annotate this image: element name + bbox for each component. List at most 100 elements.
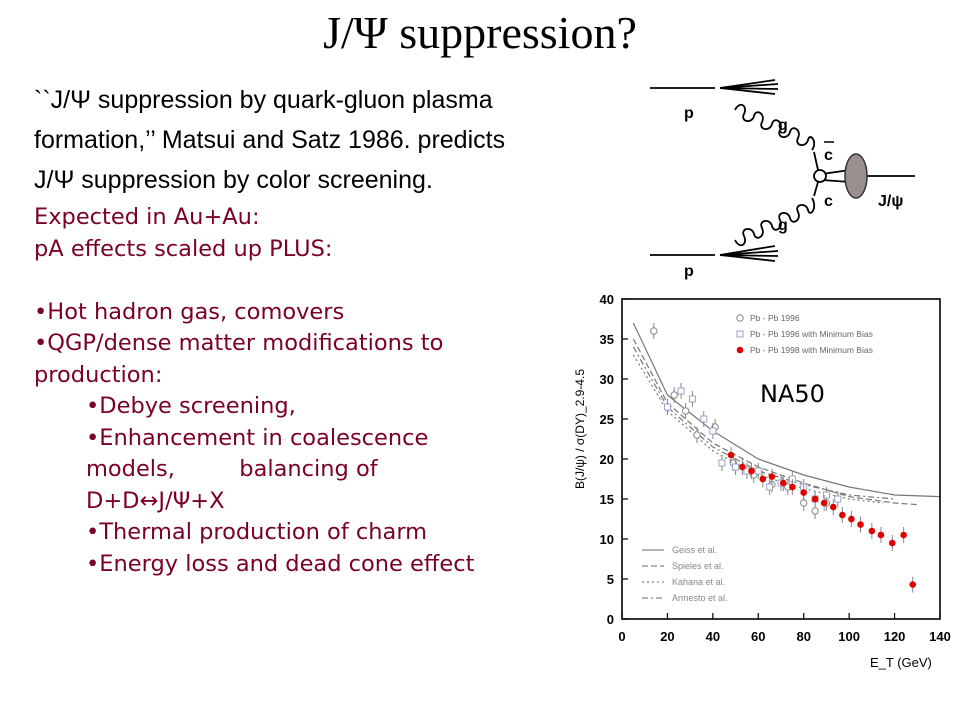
x-tick-label: 120	[884, 629, 906, 644]
data-point	[700, 415, 708, 423]
y-tick-label: 40	[600, 292, 614, 307]
data-point	[748, 467, 755, 475]
data-point	[829, 503, 837, 511]
y-tick-label: 25	[600, 412, 614, 427]
data-points	[650, 323, 917, 593]
model-curve	[632, 322, 941, 498]
subbullet-coalescence: Enhancement in coalescence	[34, 423, 594, 455]
label-cbar: c	[824, 147, 833, 164]
data-point	[768, 473, 776, 480]
y-tick-label: 5	[607, 572, 614, 587]
intro-line-2: formation,’’ Matsui and Satz 1986. predi…	[34, 126, 506, 154]
data-point	[868, 527, 876, 535]
data-point	[877, 531, 885, 539]
label-jpsi: J/ψ	[878, 193, 903, 210]
data-point	[834, 495, 842, 503]
data-point	[848, 515, 855, 523]
label-g-bottom: g	[778, 217, 788, 234]
data-point	[739, 463, 746, 471]
gluon-top	[734, 103, 816, 151]
data-point	[677, 387, 685, 395]
vertex-circle	[813, 169, 827, 183]
y-axis-label: B(J/ψ) / σ(DY)_2.9-4.5	[573, 369, 587, 489]
data-point	[779, 479, 787, 487]
model-legend-label: Geiss et al.	[672, 545, 717, 555]
x-tick-label: 0	[618, 629, 625, 644]
x-tick-label: 80	[796, 629, 810, 644]
gluon-fusion-diagram: p g c c g p J/ψ	[650, 79, 915, 280]
jpsi-suppression-chart: 0 20 40 60 80 100 120 140 0 5 10 15 20 25 30 35 40 E_T (G…	[573, 292, 951, 670]
legend-label: Pb - Pb 1996 with Minimum Bias	[750, 329, 873, 339]
data-point	[754, 467, 762, 475]
x-axis-label: E_T (GeV)	[870, 655, 932, 670]
x-tick-label: 40	[706, 629, 720, 644]
y-tick-label: 0	[607, 612, 614, 627]
bullet-qgp-continuation: production:	[34, 361, 163, 388]
model-curve	[632, 354, 884, 504]
expected-list: Expected in Au+Au: pA effects scaled up …	[34, 202, 594, 580]
data-point	[811, 495, 819, 503]
y-tick-label: 10	[600, 532, 614, 547]
data-point	[839, 511, 846, 519]
subbullet-coalescence-line2: models, balancing of	[86, 456, 378, 482]
slide-title: J/Ψ suppression?	[323, 7, 637, 58]
data-point	[732, 463, 740, 471]
data-point	[811, 507, 819, 515]
expected-subheading: pA effects scaled up PLUS:	[34, 235, 333, 262]
y-tick-label: 15	[600, 492, 614, 507]
legend-label: Pb - Pb 1998 with Minimum Bias	[750, 345, 873, 355]
subbullet-coalescence-line3: D+D↔J/Ψ+X	[86, 487, 225, 514]
data-point	[766, 483, 774, 491]
y-tick-label: 20	[600, 452, 614, 467]
gluon-bottom	[734, 197, 816, 247]
label-p-bottom: p	[684, 263, 694, 280]
y-tick-label: 30	[600, 372, 614, 387]
data-point	[909, 581, 917, 588]
data-point	[693, 431, 701, 439]
intro-line-3: J/Ψ suppression by color screening.	[34, 166, 433, 194]
data-point	[822, 491, 830, 499]
data-point	[688, 395, 696, 403]
model-legend-label: Kahana et al.	[672, 577, 725, 587]
expected-heading: Expected in Au+Au:	[34, 204, 260, 230]
x-tick-label: 100	[838, 629, 860, 644]
y-tick-label: 35	[600, 332, 614, 347]
data-point	[820, 499, 828, 507]
data-point	[727, 451, 735, 459]
data-point	[709, 427, 717, 435]
bullet-qgp-modifications: QGP/dense matter modifications to	[34, 328, 594, 360]
model-legend-label: Spieles et al.	[672, 561, 724, 571]
legend-marker	[736, 346, 744, 354]
data-point	[670, 391, 678, 399]
model-legend: Geiss et al. Spieles et al. Kahana et al. A…	[642, 545, 728, 603]
data-point	[800, 489, 808, 496]
intro-text: ``J/Ψ suppression by quark-gluon plasma …	[34, 80, 644, 200]
intro-line-1: ``J/Ψ suppression by quark-gluon plasma	[34, 86, 493, 114]
data-point	[889, 539, 896, 547]
label-c: c	[824, 193, 833, 210]
label-p-top: p	[684, 105, 694, 122]
bullet-hot-hadron-gas: Hot hadron gas, comovers	[34, 297, 594, 329]
data-point	[650, 327, 658, 335]
label-g-top: g	[778, 117, 788, 134]
chart-legend: Pb - Pb 1996 Pb - Pb 1996 with Minimum Bi…	[736, 313, 873, 355]
data-point	[900, 531, 907, 539]
chart-axes: 0 20 40 60 80 100 120 140 0 5 10 15 20 25 30 35 40 E_T (G…	[573, 292, 951, 670]
legend-marker	[736, 314, 744, 322]
subbullet-debye: Debye screening,	[34, 391, 594, 423]
subbullet-energy-loss: Energy loss and dead cone effect	[34, 549, 594, 581]
data-point	[681, 407, 690, 415]
data-point	[857, 521, 864, 528]
data-point	[789, 483, 796, 491]
jpsi-blob	[844, 153, 868, 199]
data-point	[800, 499, 808, 507]
legend-label: Pb - Pb 1996	[750, 313, 800, 323]
model-legend-label: Armesto et al.	[672, 593, 728, 603]
x-tick-label: 20	[660, 629, 674, 644]
x-tick-label: 140	[929, 629, 951, 644]
x-tick-label: 60	[751, 629, 765, 644]
data-point	[663, 403, 671, 411]
na50-label: NA50	[760, 380, 825, 408]
data-point	[759, 475, 767, 483]
subbullet-thermal: Thermal production of charm	[34, 517, 594, 549]
